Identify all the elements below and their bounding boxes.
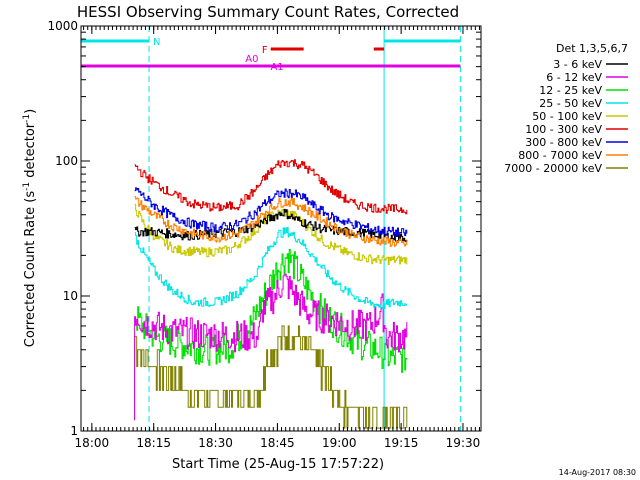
legend-entry: 6 - 12 keV bbox=[546, 71, 602, 84]
series-line bbox=[134, 325, 408, 429]
x-axis: 18:00 18:15 18:30 18:45 19:00 19:15 19:30 bbox=[75, 26, 481, 450]
legend-entry: 50 - 100 keV bbox=[532, 110, 602, 123]
series-line bbox=[134, 273, 408, 421]
x-tick-label: 18:30 bbox=[198, 436, 233, 450]
flag-label: F bbox=[262, 45, 268, 56]
x-tick-label: 18:15 bbox=[136, 436, 171, 450]
series-lines bbox=[134, 159, 408, 429]
y-tick-label: 100 bbox=[55, 154, 78, 168]
y-label-sup1: -1 bbox=[22, 182, 32, 191]
legend-entry: 300 - 800 keV bbox=[525, 136, 602, 149]
series-line bbox=[134, 159, 408, 215]
plot-frame bbox=[80, 25, 482, 432]
chart-title: HESSI Observing Summary Count Rates, Cor… bbox=[77, 3, 459, 21]
y-tick-label: 10 bbox=[63, 289, 78, 303]
legend-entry: 12 - 25 keV bbox=[539, 84, 602, 97]
flag-label: N bbox=[153, 37, 160, 48]
footer-timestamp: 14-Aug-2017 08:30 bbox=[559, 468, 636, 477]
y-axis-label: Corrected Count Rate (s-1 detector-1) bbox=[22, 109, 38, 347]
legend-entry: 3 - 6 keV bbox=[553, 58, 602, 71]
legend-entry: 800 - 7000 keV bbox=[518, 149, 602, 162]
legend-entry: 100 - 300 keV bbox=[525, 123, 602, 136]
legend-entry: 25 - 50 keV bbox=[539, 97, 602, 110]
legend-entry: 7000 - 20000 keV bbox=[504, 162, 602, 175]
series-line bbox=[134, 187, 408, 237]
legend-title: Det 1,3,5,6,7 bbox=[556, 42, 628, 55]
y-label-end: ) bbox=[23, 109, 38, 114]
y-axis: 1 10 100 1000 bbox=[47, 19, 481, 438]
series-line bbox=[134, 196, 408, 247]
y-label-mid: detector bbox=[23, 122, 38, 182]
y-label-sup2: -1 bbox=[22, 114, 32, 123]
x-tick-label: 19:30 bbox=[446, 436, 481, 450]
x-tick-label: 19:00 bbox=[322, 436, 357, 450]
flag-label: A1 bbox=[270, 62, 283, 73]
series-line bbox=[134, 227, 408, 310]
series-line bbox=[134, 248, 408, 373]
y-tick-label: 1 bbox=[70, 424, 78, 438]
y-label-main: Corrected Count Rate (s bbox=[23, 191, 38, 348]
x-tick-label: 19:15 bbox=[384, 436, 419, 450]
x-axis-label: Start Time (25-Aug-15 17:57:22) bbox=[172, 457, 384, 472]
flag-label: A0 bbox=[245, 54, 258, 65]
series-line bbox=[134, 203, 408, 265]
series-line bbox=[134, 208, 408, 243]
x-tick-label: 18:00 bbox=[75, 436, 110, 450]
x-tick-label: 18:45 bbox=[260, 436, 295, 450]
y-tick-label: 1000 bbox=[47, 19, 78, 33]
